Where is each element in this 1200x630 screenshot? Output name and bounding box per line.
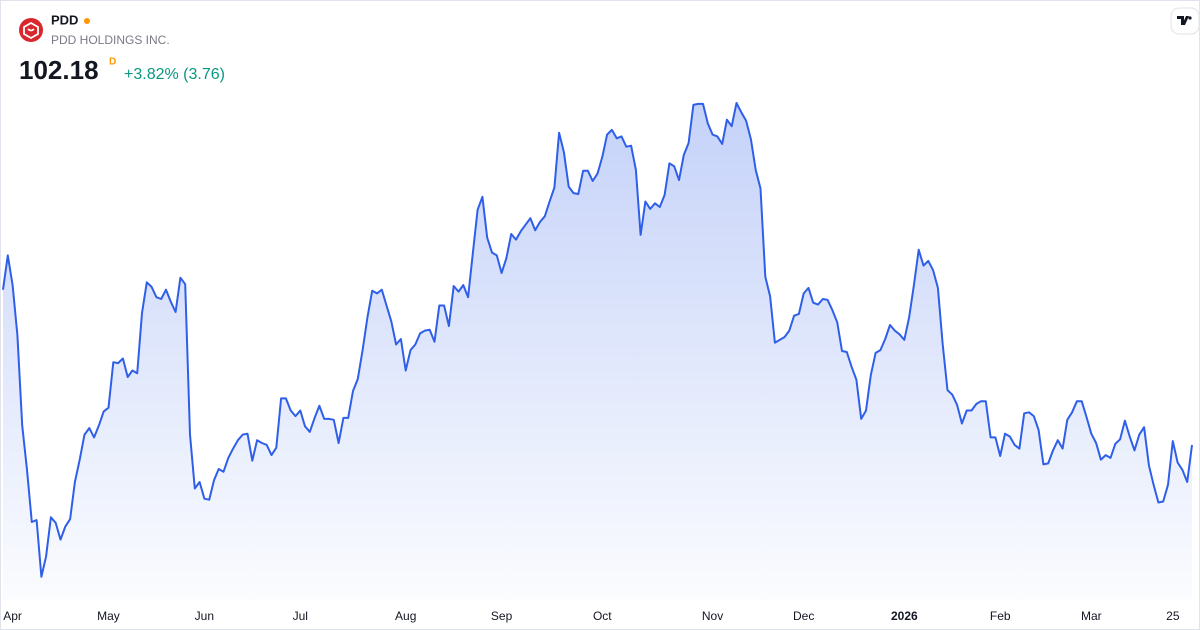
price-line bbox=[2, 102, 1193, 578]
change: +3.82% (3.76) bbox=[124, 66, 225, 83]
x-tick-label: Nov bbox=[702, 609, 723, 623]
symbol: PDD bbox=[51, 12, 78, 27]
logo bbox=[19, 18, 43, 42]
x-tick-label: Mar bbox=[1081, 609, 1102, 623]
company: PDD HOLDINGS INC. bbox=[51, 33, 170, 47]
tv-logo bbox=[1170, 7, 1200, 35]
x-tick-label: Oct bbox=[593, 609, 612, 623]
x-tick-label: Apr bbox=[3, 609, 22, 623]
x-tick-label: Jul bbox=[293, 609, 308, 623]
x-tick-label: Sep bbox=[491, 609, 513, 623]
plot: Apr May Jun Jul Aug Sep Oct Nov Dec 2026 Feb Mar 25 bbox=[2, 102, 1193, 623]
price: 102.18 bbox=[19, 55, 99, 85]
x-tick-label: Dec bbox=[793, 609, 814, 623]
x-tick-label: May bbox=[97, 609, 120, 623]
x-tick-label: Aug bbox=[395, 609, 416, 623]
x-tick-label: 2026 bbox=[891, 609, 918, 623]
x-tick-label: 25 bbox=[1166, 609, 1180, 623]
status-dot bbox=[84, 18, 90, 24]
x-tick-label: Jun bbox=[195, 609, 214, 623]
x-tick-label: Feb bbox=[990, 609, 1011, 623]
area-fill bbox=[3, 103, 1192, 600]
interval: D bbox=[109, 57, 116, 68]
